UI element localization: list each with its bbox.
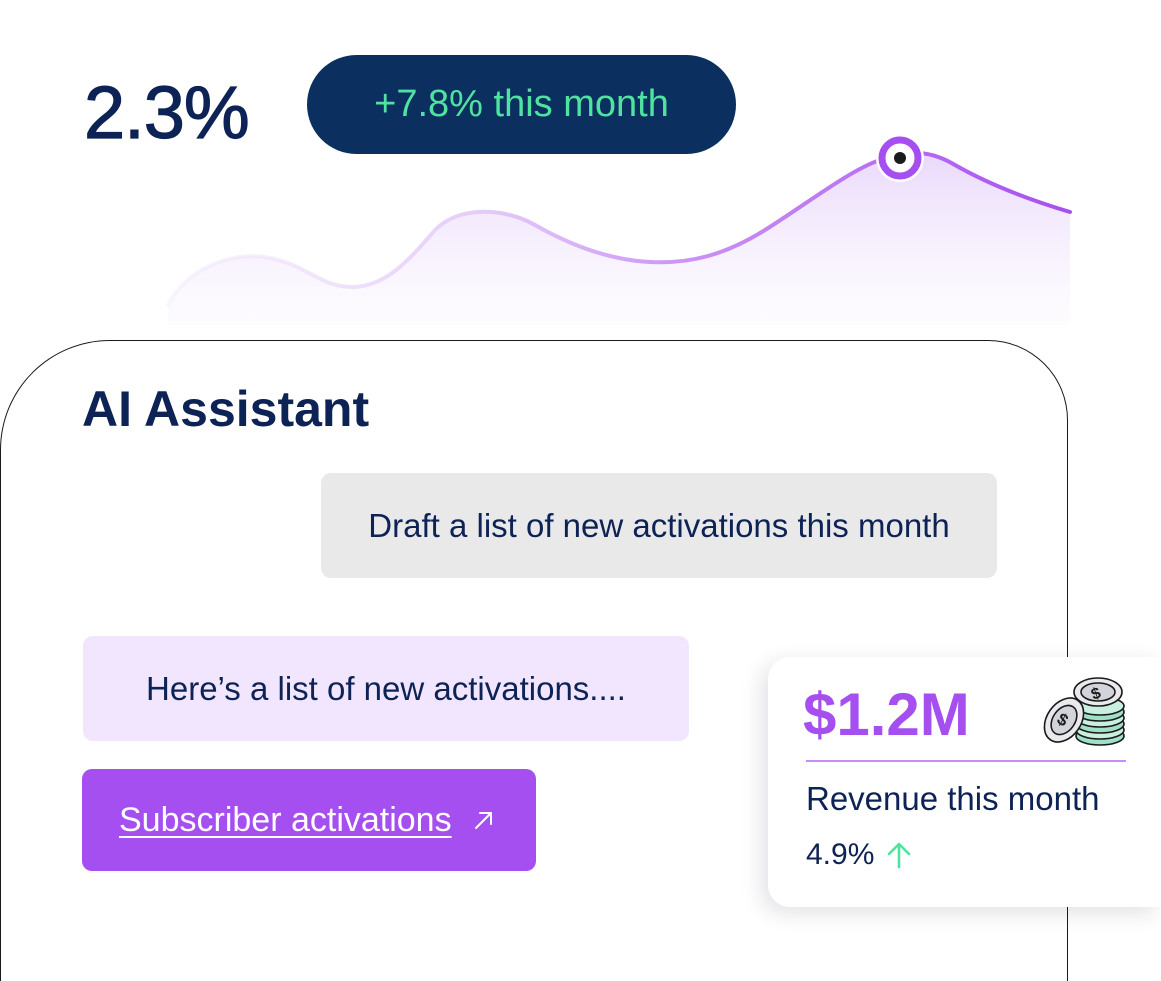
coins-icon: $ $ <box>1043 677 1125 746</box>
user-message: Draft a list of new activations this mon… <box>321 473 997 578</box>
arrow-up-icon <box>886 841 912 869</box>
trend-chart <box>166 134 1072 325</box>
revenue-growth: 4.9% <box>806 838 912 872</box>
assistant-reply: Here’s a list of new activations.... <box>83 636 689 741</box>
revenue-value: $1.2M <box>803 681 970 748</box>
panel-title: AI Assistant <box>82 381 370 437</box>
change-badge: +7.8% this month <box>307 55 736 154</box>
card-divider <box>806 760 1126 762</box>
revenue-label: Revenue this month <box>806 780 1100 817</box>
link-label: Subscriber activations <box>119 800 452 839</box>
growth-value: 4.9% <box>806 838 875 871</box>
subscriber-activations-link[interactable]: Subscriber activations <box>82 769 536 871</box>
trend-peak-marker <box>876 134 924 182</box>
trend-area <box>168 153 1070 325</box>
arrow-up-right-icon <box>472 808 496 832</box>
metric-value: 2.3% <box>83 70 250 154</box>
